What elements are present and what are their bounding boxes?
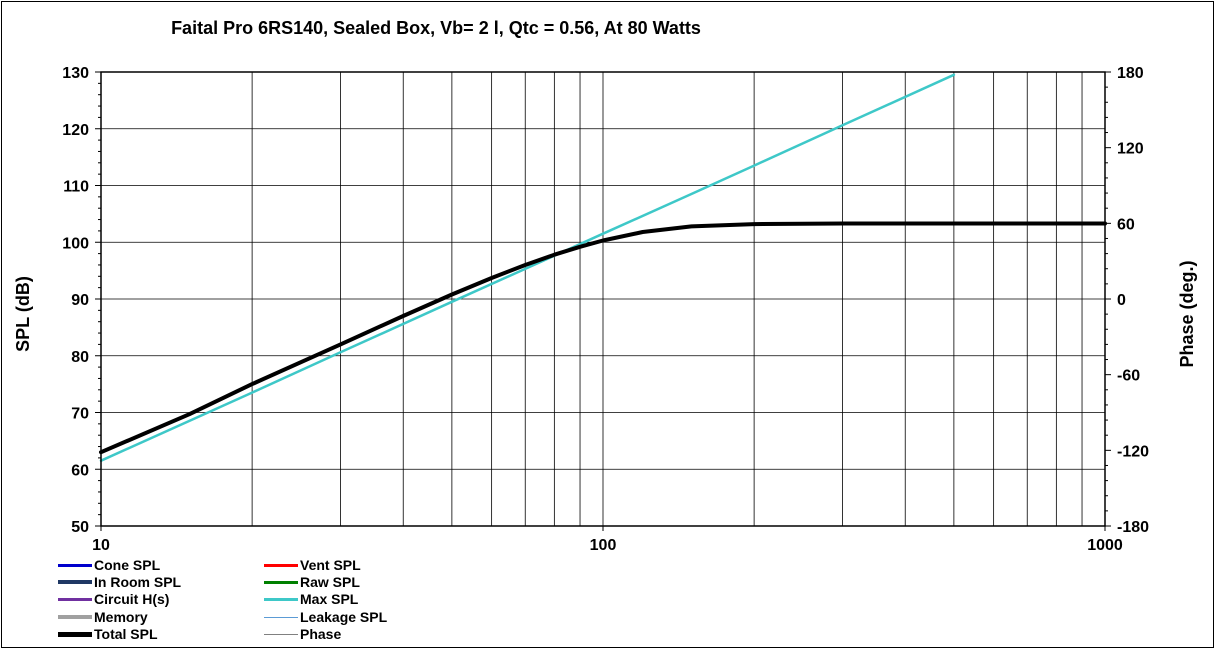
- legend-label: Cone SPL: [94, 557, 161, 573]
- y-tick-label: 100: [62, 235, 89, 252]
- legend-swatch: [58, 598, 92, 602]
- legend-swatch: [58, 564, 92, 567]
- legend-label: Memory: [94, 608, 148, 625]
- legend-swatch: [264, 581, 298, 585]
- y-tick-label: 110: [63, 179, 89, 196]
- y-tick-label: 50: [71, 519, 89, 536]
- legend-label: Raw SPL: [300, 574, 360, 591]
- y2-tick-label: -120: [1117, 443, 1149, 460]
- y-tick-label: 90: [71, 292, 89, 309]
- y-tick-label: 60: [71, 462, 89, 479]
- legend-label: Max SPL: [300, 591, 359, 608]
- y-tick-label: 120: [62, 122, 89, 139]
- legend-label: Vent SPL: [300, 557, 361, 573]
- y-tick-label: 130: [62, 65, 89, 82]
- y-axis-label: SPL (dB): [13, 276, 33, 352]
- curve-max-spl: [99, 73, 956, 462]
- plot-curves: [99, 73, 1107, 462]
- legend-swatch: [264, 633, 298, 635]
- y2-tick-label: 120: [1117, 141, 1144, 158]
- plot-area: [100, 71, 1106, 527]
- legend-label: In Room SPL: [94, 574, 182, 591]
- y2-tick-label: 60: [1117, 216, 1135, 233]
- y2-tick-label: 180: [1117, 65, 1144, 82]
- legend-swatch: [58, 614, 92, 619]
- plot-grid: [101, 72, 1105, 526]
- legend-swatch: [264, 598, 298, 602]
- y2-tick-label: -60: [1117, 368, 1140, 385]
- chart-title: Faital Pro 6RS140, Sealed Box, Vb= 2 l, …: [171, 18, 701, 38]
- x-tick-label: 1000: [1087, 537, 1123, 554]
- legend-label: Circuit H(s): [94, 591, 170, 608]
- legend-label: Leakage SPL: [300, 608, 388, 625]
- legend-label: Phase: [300, 625, 342, 642]
- legend-swatch: [58, 580, 92, 585]
- y2-tick-label: -180: [1117, 519, 1149, 536]
- legend-swatch: [264, 564, 298, 567]
- y-tick-label: 80: [71, 349, 89, 366]
- x-tick-label: 100: [590, 537, 617, 554]
- axis-ticks: 50 60 70 80 90 100 110 120 130 -180 -120 -60 0 60 120 1…: [62, 65, 1149, 554]
- y-tick-label: 70: [71, 406, 89, 423]
- curve-total-spl: [99, 221, 1107, 455]
- legend-swatch: [58, 631, 92, 637]
- legend-swatch: [264, 616, 298, 618]
- y2-tick-label: 0: [1117, 292, 1126, 309]
- legend-label: Total SPL: [94, 625, 158, 642]
- y2-axis-label: Phase (deg.): [1177, 260, 1197, 367]
- x-tick-label: 10: [92, 537, 110, 554]
